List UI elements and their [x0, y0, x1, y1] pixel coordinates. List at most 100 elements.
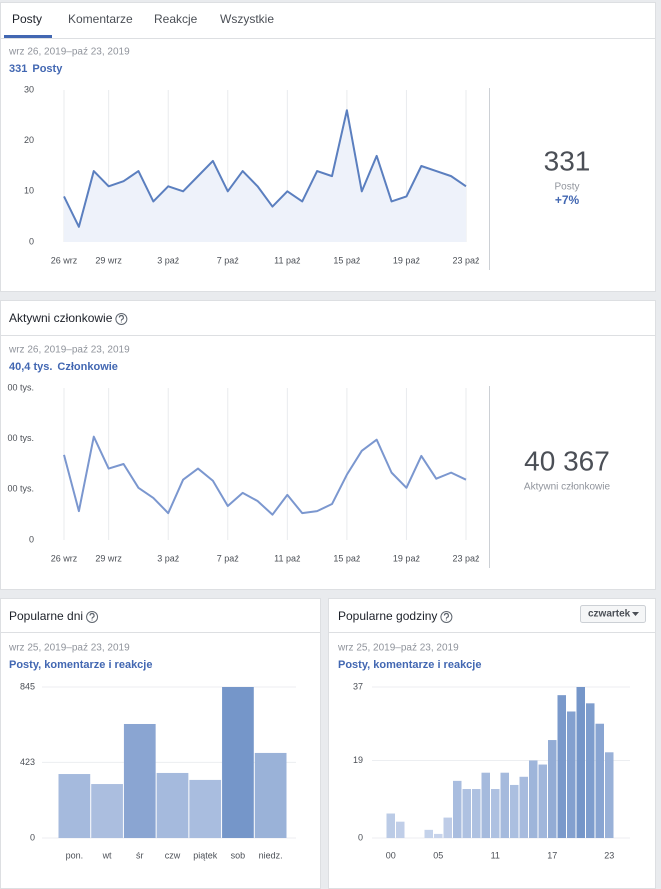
bar	[491, 789, 500, 838]
dropdown[interactable]	[580, 605, 646, 623]
headline-label: Posty, komentarze i reakcje	[9, 659, 152, 671]
bar	[472, 789, 481, 838]
tab[interactable]: Posty	[12, 12, 42, 26]
panel-title: Popularne dni	[9, 609, 83, 623]
y-tick-label: 0	[29, 534, 34, 544]
help-icon[interactable]	[115, 313, 128, 325]
y-tick-label: 20	[24, 135, 34, 145]
date-range: wrz 26, 2019–paź 23, 2019	[8, 345, 130, 356]
x-tick-label: 17	[547, 850, 557, 860]
y-tick-label: 37	[353, 681, 363, 691]
tab[interactable]: Wszystkie	[220, 12, 274, 26]
x-tick-label: 3 paź	[157, 255, 180, 265]
panel	[0, 300, 656, 590]
area	[64, 110, 466, 243]
x-tick-label: piątek	[193, 850, 218, 860]
summary-value: 331	[544, 145, 591, 176]
y-tick-label: 423	[20, 757, 35, 767]
headline-label: Posty, komentarze i reakcje	[338, 659, 481, 671]
y-tick-label: 10	[24, 186, 34, 196]
y-tick-label: 00 tys.	[7, 382, 34, 392]
headline-label: Członkowie	[57, 361, 118, 373]
y-tick-label: 00 tys.	[7, 484, 34, 494]
y-tick-label: 0	[358, 832, 363, 842]
bar	[254, 752, 287, 838]
bar	[453, 780, 462, 838]
headline-value: 40,4 tys.	[9, 361, 52, 373]
y-tick-label: 19	[353, 755, 363, 765]
x-tick-label: 23 paź	[452, 553, 480, 563]
bar	[58, 774, 91, 838]
bar	[462, 789, 471, 838]
y-tick-label: 845	[20, 681, 35, 691]
tab[interactable]: Reakcje	[154, 12, 198, 26]
x-tick-label: 23 paź	[452, 255, 480, 265]
bar	[605, 752, 614, 838]
help-icon[interactable]	[440, 611, 453, 623]
summary-label: Aktywni członkowie	[524, 482, 611, 493]
y-tick-label: 30	[24, 84, 34, 94]
date-range: wrz 25, 2019–paź 23, 2019	[8, 643, 130, 654]
x-tick-label: 11 paź	[274, 255, 301, 265]
x-tick-label: 23	[604, 850, 614, 860]
x-tick-label: pon.	[66, 850, 84, 860]
bar	[396, 821, 405, 838]
bar	[500, 772, 509, 838]
x-tick-label: 26 wrz	[51, 255, 78, 265]
line	[63, 109, 467, 228]
y-tick-label: 0	[29, 236, 34, 246]
summary-change: +7%	[555, 193, 580, 207]
x-tick-label: 11	[491, 850, 500, 860]
summary-label: Posty	[554, 182, 579, 193]
line	[63, 435, 467, 516]
panel	[0, 2, 656, 292]
x-tick-label: 19 paź	[393, 553, 421, 563]
x-tick-label: niedz.	[259, 850, 283, 860]
x-tick-label: czw	[165, 850, 181, 860]
bar	[548, 740, 557, 838]
help-icon[interactable]	[86, 611, 99, 623]
bar	[386, 813, 395, 838]
headline-value: 331	[9, 63, 27, 75]
help-icon-glyph	[118, 314, 124, 323]
x-tick-label: 26 wrz	[51, 553, 78, 563]
x-tick-label: 15 paź	[333, 553, 361, 563]
x-tick-label: 11 paź	[274, 553, 301, 563]
headline-label: Posty	[32, 63, 63, 75]
x-tick-label: 29 wrz	[95, 553, 122, 563]
help-icon-glyph	[443, 612, 449, 621]
bar	[529, 760, 538, 838]
x-tick-label: 3 paź	[157, 553, 180, 563]
y-tick-label: 0	[30, 832, 35, 842]
panel-title: Popularne godziny	[338, 609, 437, 623]
bar	[567, 711, 576, 838]
x-tick-label: 7 paź	[217, 255, 240, 265]
bar	[557, 695, 566, 838]
bar	[91, 784, 123, 838]
panel-title: Aktywni członkowie	[9, 311, 113, 325]
bar	[595, 723, 604, 838]
bar	[424, 829, 433, 838]
x-tick-label: 19 paź	[393, 255, 421, 265]
x-tick-label: 7 paź	[217, 553, 240, 563]
bar	[519, 776, 528, 838]
x-tick-label: 00	[386, 850, 396, 860]
dropdown-label[interactable]: czwartek	[588, 609, 631, 620]
bar	[443, 817, 452, 838]
x-tick-label: wt	[102, 850, 112, 860]
tab[interactable]: Komentarze	[68, 12, 133, 26]
panel	[0, 598, 321, 889]
x-tick-label: 15 paź	[333, 255, 361, 265]
date-range: wrz 26, 2019–paź 23, 2019	[8, 47, 130, 58]
date-range: wrz 25, 2019–paź 23, 2019	[337, 643, 459, 654]
bar	[510, 784, 519, 838]
bar	[481, 772, 490, 838]
help-icon-glyph	[89, 612, 95, 621]
summary-value: 40 367	[524, 445, 610, 476]
tab-underline	[4, 35, 52, 38]
dropdown-arrow	[632, 612, 639, 616]
x-tick-label: 29 wrz	[95, 255, 122, 265]
bar	[189, 779, 222, 838]
y-tick-label: 00 tys.	[7, 433, 34, 443]
